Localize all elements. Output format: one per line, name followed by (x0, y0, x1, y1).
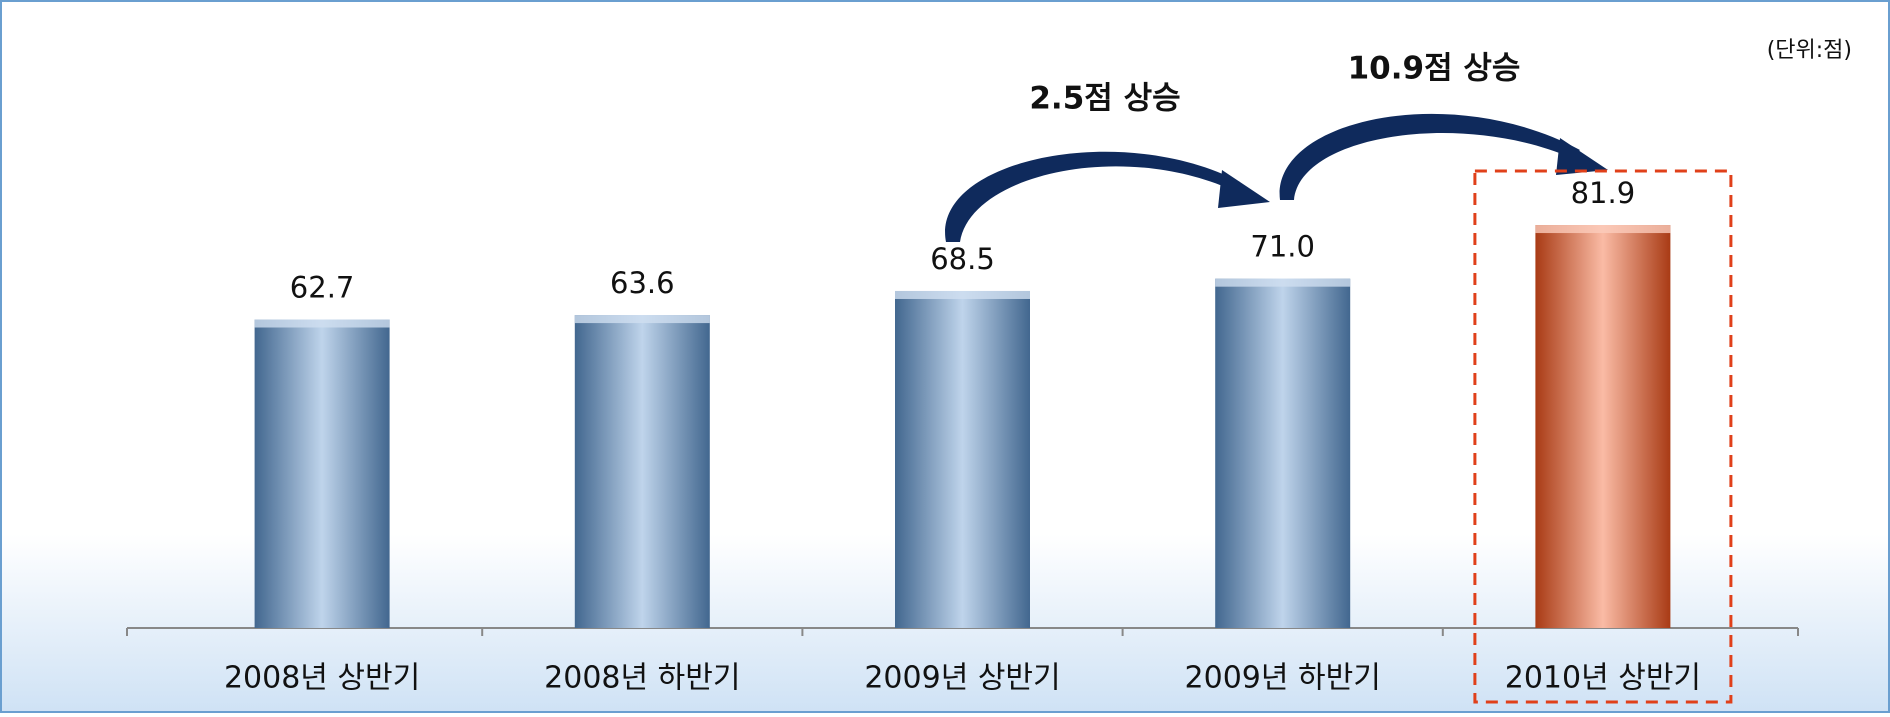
highlight-box (1473, 169, 1733, 704)
value-label: 62.7 (290, 271, 355, 305)
value-label: 81.9 (1571, 176, 1636, 210)
bar-cap (574, 315, 710, 324)
bar (1535, 225, 1671, 628)
bar-cap (1535, 225, 1671, 234)
value-label: 71.0 (1250, 230, 1315, 264)
arrow-head (1218, 170, 1270, 208)
bar (1215, 278, 1351, 628)
x-tick-label: 2009년 하반기 (1185, 661, 1381, 696)
value-label: 63.6 (610, 266, 675, 300)
arrow (1279, 113, 1580, 200)
bar (895, 290, 1030, 628)
arrows (945, 113, 1608, 242)
x-tick-label: 2008년 상반기 (224, 661, 420, 696)
arrow-head (1556, 138, 1608, 175)
x-tick-label: 2009년 상반기 (864, 661, 1060, 696)
bar (574, 315, 710, 628)
unit-label: (단위:점) (1767, 38, 1852, 63)
x-tick-label: 2010년 상반기 (1505, 661, 1701, 696)
arrow (945, 151, 1240, 242)
annotation: 2.5점 상승 (1029, 81, 1180, 117)
bar-cap (895, 290, 1030, 299)
annotation: 10.9점 상승 (1348, 51, 1521, 87)
value-label: 68.5 (930, 242, 995, 276)
bar-cap (1215, 278, 1351, 287)
bar-cap (254, 319, 390, 328)
bar (254, 319, 390, 628)
x-tick-label: 2008년 하반기 (544, 661, 740, 696)
